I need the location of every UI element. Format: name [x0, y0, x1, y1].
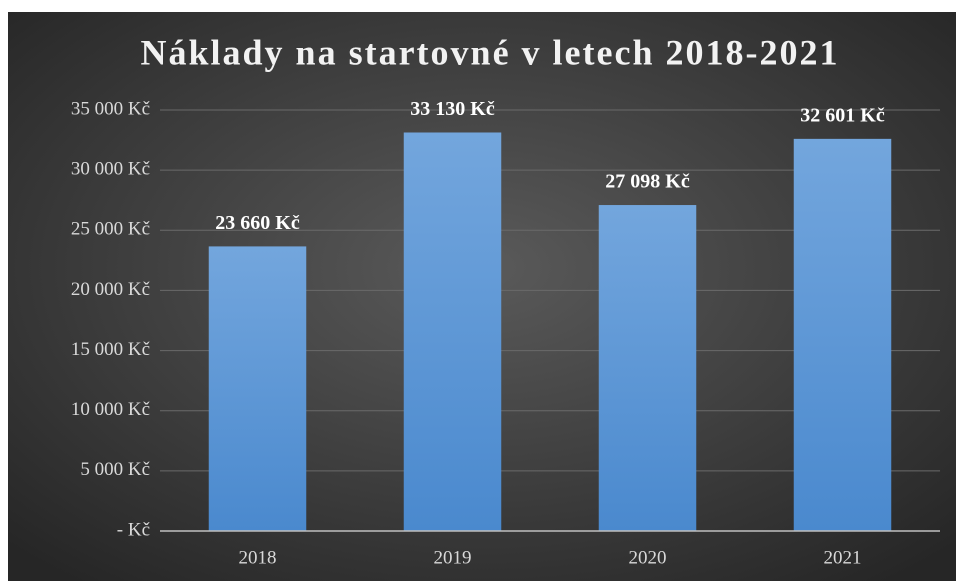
- data-label: 33 130 Kč: [410, 98, 495, 120]
- data-label: 27 098 Kč: [605, 171, 690, 193]
- y-tick-label: 15 000 Kč: [71, 339, 150, 360]
- bar: [403, 132, 502, 532]
- chart-title: Náklady na startovné v letech 2018-2021: [141, 32, 840, 72]
- bar: [793, 138, 892, 531]
- x-tick-label: 2018: [239, 547, 277, 568]
- y-tick-label: 25 000 Kč: [71, 219, 150, 240]
- bar: [208, 246, 307, 532]
- y-tick-label: 20 000 Kč: [71, 279, 150, 300]
- y-tick-label: 10 000 Kč: [71, 399, 150, 420]
- y-tick-label: 35 000 Kč: [71, 98, 150, 119]
- y-tick-label: 5 000 Kč: [80, 459, 150, 480]
- data-label: 23 660 Kč: [215, 212, 300, 234]
- x-tick-label: 2019: [434, 547, 472, 568]
- bar: [598, 205, 697, 531]
- x-tick-label: 2021: [824, 547, 862, 568]
- y-tick-label: 30 000 Kč: [71, 159, 150, 180]
- x-tick-label: 2020: [629, 547, 667, 568]
- data-label: 32 601 Kč: [800, 104, 885, 126]
- y-tick-label: - Kč: [117, 519, 150, 540]
